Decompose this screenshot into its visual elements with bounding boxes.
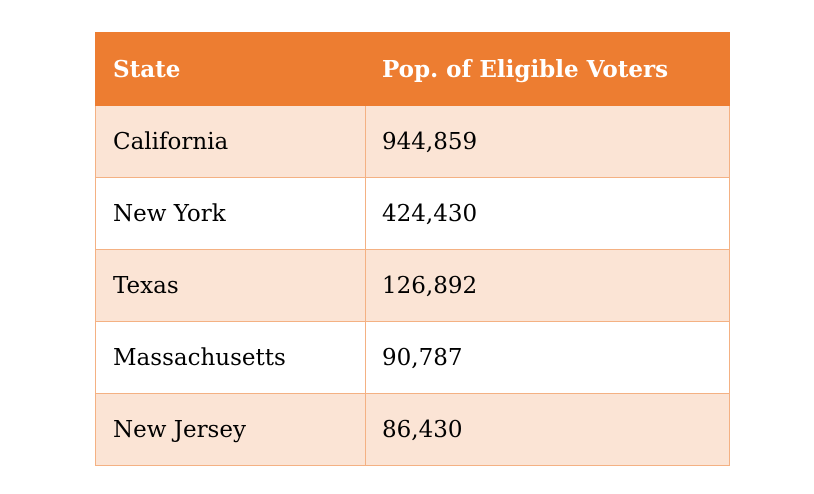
- state-cell: Massachusetts: [95, 321, 366, 394]
- voters-cell: 424,430: [365, 177, 730, 250]
- table-row: California 944,859: [95, 105, 730, 178]
- voters-cell: 86,430: [365, 393, 730, 466]
- table-row: New Jersey 86,430: [95, 393, 730, 466]
- header-state: State: [95, 32, 366, 106]
- header-eligible-voters: Pop. of Eligible Voters: [365, 32, 730, 106]
- table-header-row: State Pop. of Eligible Voters: [95, 32, 730, 106]
- table-row: New York 424,430: [95, 177, 730, 250]
- table-row: Massachusetts 90,787: [95, 321, 730, 394]
- state-cell: New Jersey: [95, 393, 366, 466]
- table-row: Texas 126,892: [95, 249, 730, 322]
- state-cell: Texas: [95, 249, 366, 322]
- eligible-voters-table: State Pop. of Eligible Voters California…: [95, 32, 730, 466]
- state-cell: New York: [95, 177, 366, 250]
- voters-cell: 944,859: [365, 105, 730, 178]
- state-cell: California: [95, 105, 366, 178]
- voters-cell: 126,892: [365, 249, 730, 322]
- voters-cell: 90,787: [365, 321, 730, 394]
- voters-table-container: State Pop. of Eligible Voters California…: [95, 32, 730, 466]
